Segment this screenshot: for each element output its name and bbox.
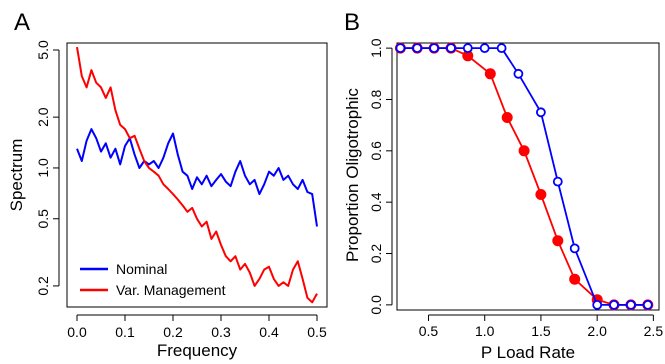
series-line-nominal (76, 128, 318, 227)
x-tick-label: 2.5 (644, 323, 664, 339)
x-tick-label: 0.5 (419, 323, 439, 339)
x-tick-label: 0.3 (211, 324, 231, 340)
panel-b-y-axis: 0.0 0.2 0.4 0.6 0.8 1.0 (368, 38, 393, 315)
legend-label-var-management: Var. Management (116, 282, 226, 298)
x-tick-label: 0.0 (67, 324, 87, 340)
data-point-open-circle (496, 43, 507, 53)
panel-b-x-axis: 0.5 1.0 1.5 2.0 2.5 (419, 314, 664, 339)
y-tick-label: 0.0 (368, 295, 384, 315)
y-tick-label: 0.8 (368, 90, 384, 110)
data-point-open-circle (569, 243, 580, 254)
data-point-filled-circle (535, 189, 547, 200)
y-tick-label: 0.5 (35, 209, 51, 229)
x-tick-label: 0.4 (259, 324, 279, 340)
y-tick-label: 0.2 (35, 276, 51, 296)
series-open-circle (395, 43, 653, 310)
data-point-open-circle (609, 299, 619, 310)
data-point-filled-circle (484, 68, 496, 80)
panel-b-x-axis-title: P Load Rate (481, 343, 575, 362)
panel-b-plot-frame (396, 42, 660, 311)
x-tick-label: 1.0 (475, 323, 495, 339)
panel-a-legend: Nominal Var. Management (80, 261, 226, 298)
x-tick-label: 1.5 (531, 323, 551, 339)
data-point-open-circle (536, 107, 546, 118)
x-tick-label: 2.0 (587, 323, 607, 339)
panel-a-series-lines (76, 46, 318, 304)
data-point-open-circle (626, 299, 636, 310)
data-point-open-circle (592, 299, 603, 310)
panel-a-plot-frame (66, 42, 328, 308)
data-point-open-circle (642, 299, 653, 310)
panel-b: B 0.5 1.0 1.5 2.0 2.5 0.0 0.2 0.4 0.6 0.8 1.0 P L… (343, 9, 663, 362)
series-line-open-circle (400, 47, 648, 306)
y-tick-label: 5.0 (35, 40, 51, 60)
data-point-open-circle (446, 43, 456, 53)
data-point-filled-circle (501, 112, 513, 123)
panel-a-y-axis: 0.2 0.5 1.0 2.0 5.0 (35, 40, 60, 296)
legend-label-nominal: Nominal (116, 261, 167, 277)
panel-a-x-axis-title: Frequency (157, 341, 238, 360)
data-point-filled-circle (552, 235, 564, 247)
data-point-open-circle (552, 176, 563, 187)
panel-a: A 0.0 0.1 0.2 0.3 0.4 0.5 0.2 0.5 1.0 2.0 5.0 Fre… (7, 9, 328, 360)
series-line-var-management (76, 46, 318, 304)
y-tick-label: 2.0 (35, 107, 51, 127)
x-tick-label: 0.1 (115, 324, 135, 340)
data-point-filled-circle (569, 273, 581, 285)
panel-b-letter: B (344, 9, 360, 36)
data-point-open-circle (513, 68, 524, 79)
panel-a-x-axis: 0.0 0.1 0.2 0.3 0.4 0.5 (67, 314, 327, 340)
data-point-filled-circle (518, 145, 530, 157)
x-tick-label: 0.2 (163, 324, 183, 340)
data-point-open-circle (479, 43, 490, 53)
data-point-open-circle (412, 43, 423, 53)
data-point-open-circle (429, 43, 440, 53)
panel-a-y-axis-title: Spectrum (7, 139, 26, 212)
x-tick-label: 0.5 (307, 324, 327, 340)
y-tick-label: 0.4 (368, 192, 384, 212)
data-point-open-circle (462, 43, 473, 53)
data-point-open-circle (395, 43, 406, 53)
y-tick-label: 0.2 (368, 244, 384, 264)
panel-a-letter: A (14, 9, 30, 36)
series-line-filled-circle (400, 47, 648, 306)
panel-b-y-axis-title: Proportion Oligotrophic (343, 88, 362, 262)
y-tick-label: 0.6 (368, 141, 384, 161)
panel-b-series (394, 42, 654, 311)
y-tick-label: 1.0 (35, 158, 51, 178)
y-tick-label: 1.0 (368, 38, 384, 58)
